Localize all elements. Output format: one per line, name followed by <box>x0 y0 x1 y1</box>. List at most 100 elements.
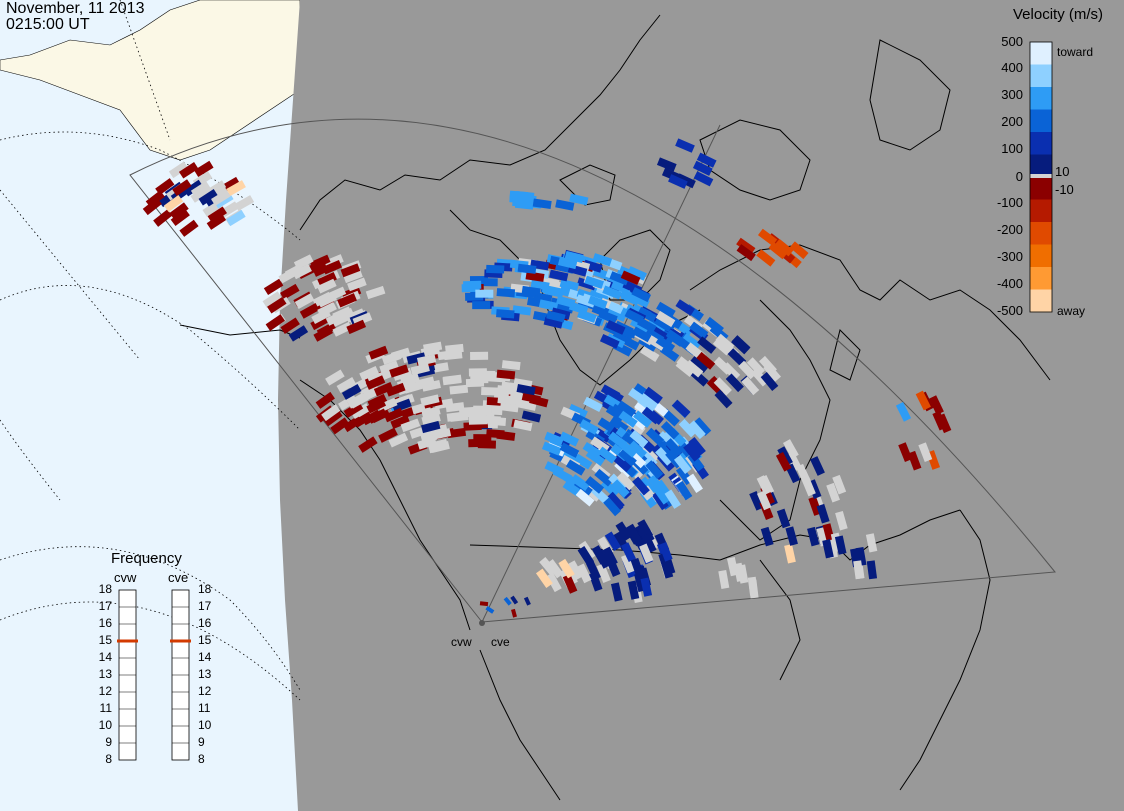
radar-echo-cell <box>343 269 363 284</box>
radar-echo-cell <box>541 441 562 456</box>
radar-echo-cell <box>267 296 287 314</box>
radar-echo-cell <box>603 497 622 517</box>
radar-echo-cell <box>544 286 564 298</box>
radar-echo-cell <box>731 335 751 354</box>
radar-echo-cell <box>310 254 331 270</box>
radar-echo-cell <box>757 228 778 246</box>
frequency-title: Frequency <box>111 550 182 567</box>
radar-echo-cell <box>142 197 162 216</box>
radar-echo-cell <box>618 440 638 458</box>
radar-echo-cell <box>555 199 575 211</box>
radar-echo-cell <box>599 334 620 349</box>
radar-site-cve: cve <box>491 635 510 649</box>
radar-echo-cell <box>605 320 626 335</box>
radar-echo-cell <box>866 560 878 580</box>
radar-echo-cell <box>168 161 189 179</box>
radar-echo-cell <box>628 440 647 459</box>
colorbar-swatch <box>1030 289 1052 313</box>
radar-echo-cell <box>609 416 629 434</box>
radar-echo-cell <box>689 321 709 339</box>
radar-echo-cell <box>756 475 772 495</box>
radar-echo-cell <box>198 189 219 206</box>
radar-echo-cell <box>340 263 361 278</box>
radar-echo-cell <box>713 377 732 396</box>
radar-echo-cell <box>323 409 343 427</box>
radar-echo-cell <box>525 271 545 282</box>
radar-echo-cell <box>511 608 517 618</box>
radar-echo-cell <box>390 414 411 430</box>
radar-echo-cell <box>783 439 799 459</box>
radar-echo-cell <box>400 373 420 387</box>
colorbar-frame <box>1029 41 1053 313</box>
radar-echo-cell <box>834 535 847 555</box>
radar-echo-cell <box>358 436 378 453</box>
radar-echo-cell <box>659 345 680 362</box>
radar-echo-cell <box>627 266 647 281</box>
radar-echo-cell <box>400 418 421 433</box>
radar-echo-cell <box>512 305 532 316</box>
frequency-gauges <box>117 589 191 761</box>
radar-echo-cell <box>810 456 825 476</box>
radar-echo-cell <box>633 410 653 428</box>
radar-echo-cell <box>576 294 596 308</box>
radar-echo-cell <box>826 482 840 503</box>
frequency-tick-label: 18 <box>98 582 112 596</box>
colorbar-tick-label: -10 <box>1055 182 1074 197</box>
frequency-tick-label: 9 <box>198 735 205 749</box>
radar-echo-cell <box>628 387 648 405</box>
radar-echo-cell <box>556 295 576 308</box>
radar-echo-cell <box>586 560 601 581</box>
date-label: November, 11 2013 <box>6 0 145 17</box>
colorbar-title: Velocity (m/s) <box>1013 6 1104 23</box>
graticule <box>0 0 301 701</box>
colorbar-gs-band <box>1030 174 1052 178</box>
frequency-tick-label: 16 <box>198 616 212 630</box>
radar-echo-cell <box>665 329 686 347</box>
frequency-tick-label: 17 <box>198 599 212 613</box>
radar-echo-cell <box>420 420 441 434</box>
radar-echo-cell <box>660 421 680 440</box>
frequency-tick-label: 11 <box>198 701 211 715</box>
radar-echo-cell <box>760 526 774 547</box>
radar-echo-cell <box>562 480 582 498</box>
radar-echo-cell <box>602 546 618 567</box>
radar-echo-cell <box>316 322 337 338</box>
radar-echo-cell <box>316 278 337 294</box>
radar-echo-cell <box>516 383 536 396</box>
radar-echo-cell <box>678 418 697 438</box>
radar-echo-cell <box>473 405 492 414</box>
radar-echo-cell <box>594 468 614 487</box>
radar-echo-cell <box>485 606 495 614</box>
radar-echo-cell <box>359 366 379 381</box>
velocity-colorbar <box>1029 41 1053 313</box>
radar-echo-cell <box>683 442 701 462</box>
radar-echo-cell <box>629 430 649 448</box>
radar-echo-cell <box>801 476 816 497</box>
radar-echo-cell <box>692 160 713 176</box>
radar-echo-cell <box>568 403 588 419</box>
radar-echo-cell <box>570 474 590 492</box>
radar-echo-cell <box>737 564 749 584</box>
time-label: 0215:00 UT <box>6 16 90 33</box>
radar-echo-cell <box>595 549 611 569</box>
radar-echo-cell <box>170 208 190 226</box>
radar-echo-cell <box>583 259 603 273</box>
radar-echo-cell <box>898 442 913 462</box>
radar-echo-cell <box>472 301 491 310</box>
colorbar-tick-label: 0 <box>1015 169 1023 184</box>
radar-echo-cell <box>321 404 341 422</box>
radar-echo-cell <box>610 582 623 602</box>
radar-echo-cell <box>546 572 562 593</box>
radar-echo-cell <box>510 595 519 605</box>
radar-echo-cell <box>640 577 653 597</box>
radar-echo-cell <box>559 278 580 292</box>
frequency-tick-label: 16 <box>98 616 112 630</box>
colorbar-swatch <box>1030 87 1052 110</box>
colorbar-tick-label: 500 <box>1001 34 1023 49</box>
radar-echo-cell <box>784 544 796 564</box>
radar-echo-cell <box>640 345 660 362</box>
frequency-tick-label: 11 <box>99 701 112 715</box>
radar-echo-cell <box>928 395 944 415</box>
radar-echo-cell <box>343 401 364 418</box>
radar-echo-cell <box>918 442 933 463</box>
